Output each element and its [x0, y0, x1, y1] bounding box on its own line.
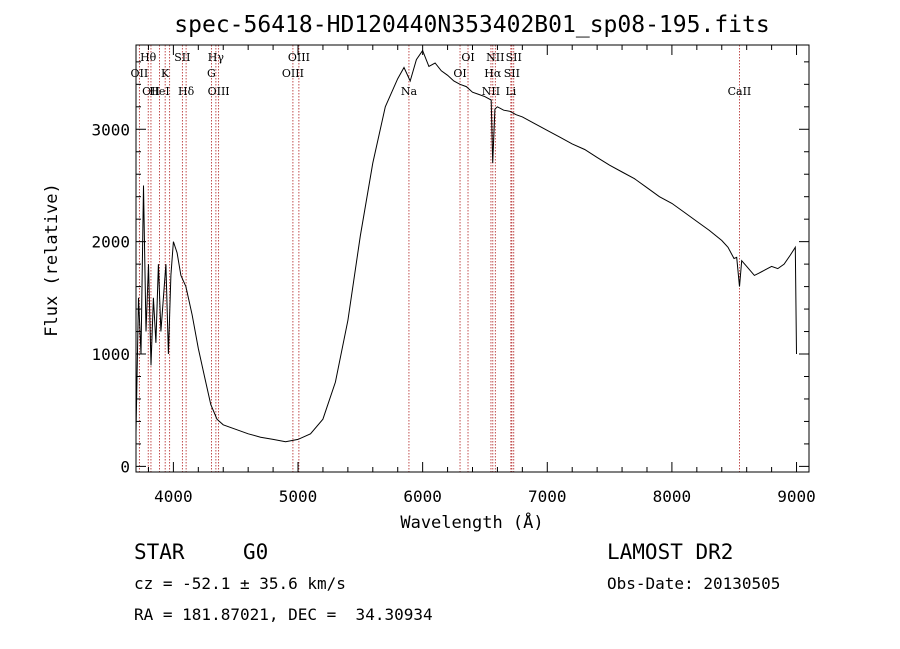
marker-label-2: OII [142, 85, 160, 98]
line-markers [138, 45, 740, 472]
y-axis-label: Flux (relative) [42, 183, 62, 337]
survey-name: LAMOST DR2 [607, 540, 733, 564]
marker-label-4: K [161, 67, 170, 80]
marker-label-13: Na [401, 85, 418, 98]
marker-label-8: G [207, 67, 216, 80]
x-axis: 4000 5000 6000 7000 8000 9000 [147, 45, 816, 506]
object-class: STAR [134, 540, 185, 564]
marker-label-1: Hθ [140, 51, 157, 64]
marker-label-9: Hγ [208, 51, 225, 64]
y-tick-label-2: 2000 [91, 233, 130, 252]
marker-label-10: OIII [208, 85, 230, 98]
x-tick-label-5: 9000 [777, 487, 816, 506]
spectrum-line [135, 49, 797, 443]
marker-label-16: NII [482, 85, 500, 98]
marker-label-12: OIII [288, 51, 310, 64]
coordinates: RA = 181.87021, DEC = 34.30934 [134, 605, 433, 624]
redshift-text: cz = -52.1 ± 35.6 km/s [134, 574, 346, 593]
marker-label-6: SII [174, 51, 190, 64]
object-subclass: G0 [243, 540, 268, 564]
y-tick-label-0: 0 [120, 457, 130, 476]
marker-label-11: OIII [282, 67, 304, 80]
y-tick-label-1: 1000 [91, 345, 130, 364]
marker-label-21: SII [506, 51, 522, 64]
marker-label-7: Hδ [178, 85, 195, 98]
marker-label-19: Li [505, 85, 516, 98]
chart-title: spec-56418-HD120440N353402B01_sp08-195.f… [174, 12, 769, 38]
x-tick-label-4: 8000 [653, 487, 692, 506]
x-tick-label-2: 6000 [403, 487, 442, 506]
x-axis-label: Wavelength (Å) [400, 511, 543, 533]
marker-label-18: NII [486, 51, 504, 64]
marker-label-14: OI [453, 67, 466, 80]
plot-frame [135, 44, 810, 473]
marker-label-0: OII [131, 67, 149, 80]
marker-label-20: SII [504, 67, 520, 80]
marker-label-15: OI [461, 51, 474, 64]
marker-label-3: HeI [149, 85, 169, 98]
y-tick-label-3: 3000 [91, 120, 130, 139]
obs-date: Obs-Date: 20130505 [607, 574, 780, 593]
x-tick-label-1: 5000 [279, 487, 318, 506]
x-tick-label-0: 4000 [154, 487, 193, 506]
marker-label-17: Hα [484, 67, 502, 80]
x-tick-label-3: 7000 [528, 487, 567, 506]
y-axis: 0 1000 2000 3000 [91, 61, 809, 476]
marker-label-22: CaII [728, 85, 752, 98]
